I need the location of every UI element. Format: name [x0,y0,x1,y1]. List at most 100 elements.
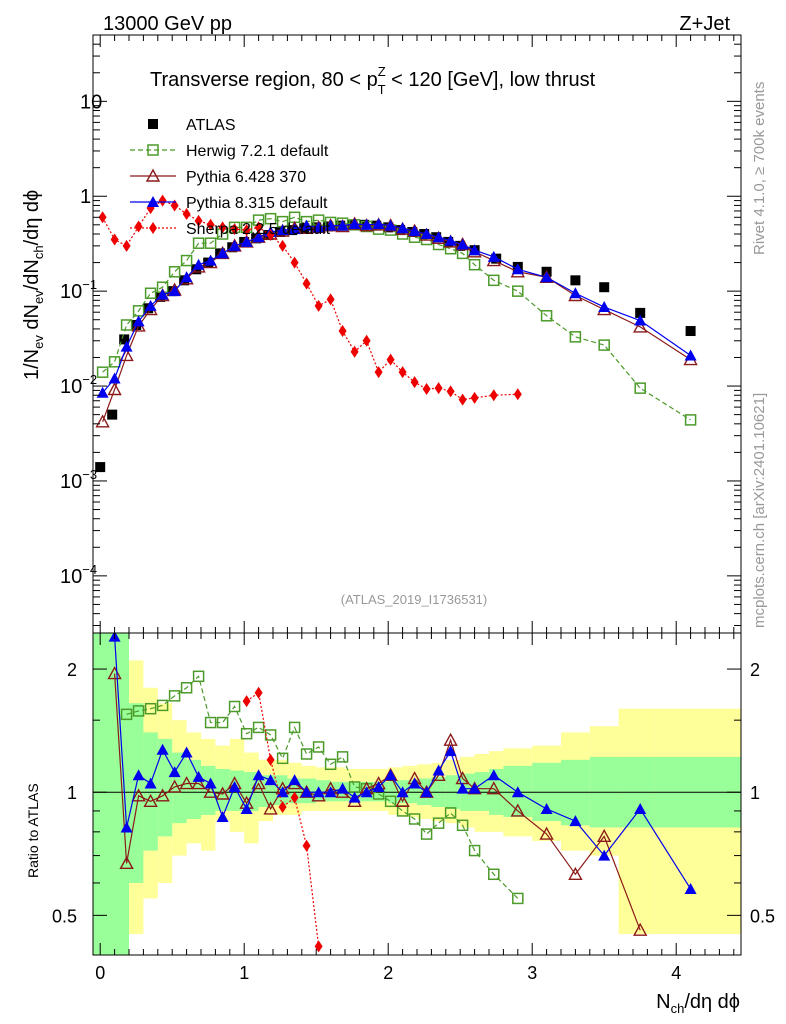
ratio-point [144,702,157,715]
data-point-mc [206,218,215,231]
data-point-mc [362,334,371,347]
data-point-mc [134,220,143,233]
data-point-mc [458,393,467,406]
ratio-point [336,782,349,794]
main-panel-series [95,194,698,473]
ratio-panel-series [107,633,697,953]
ratio-point [684,882,697,894]
data-point-mc [204,254,217,266]
ratio-point [597,828,612,843]
data-point-mc [228,239,241,251]
ratio-point [300,786,313,798]
series-line [102,199,518,401]
legend-marker [149,222,157,234]
ratio-point [486,781,501,795]
ratio-point [395,793,410,808]
ratio-point [510,803,525,817]
data-point-mc [512,285,524,297]
data-point-mc [488,274,500,287]
data-point-mc [168,285,181,297]
data-point-mc [254,221,263,234]
data-point-mc [290,256,299,269]
ratio-point [179,776,194,790]
legend-entry: Sherpa 2.2.5 default [186,221,331,238]
data-point-mc [276,224,289,236]
data-point-atlas [685,326,696,337]
ratio-point [312,786,325,798]
ratio-point [132,769,145,781]
data-point-mc [598,301,611,313]
ratio-point [408,813,421,825]
data-point-mc [110,233,119,246]
ratio-point [488,868,500,881]
ratio-point [215,786,230,800]
ratio-point [263,801,278,815]
process-label: Z+Jet [679,13,730,35]
ratio-point [420,786,433,798]
ratio-tick-label-right: 2 [750,660,760,680]
data-point-mc [633,319,648,333]
y-tick-label: 10 [80,91,102,113]
data-point-mc [598,339,610,351]
ratio-point [204,777,217,789]
ratio-point [360,786,373,798]
legend: ATLAS Herwig 7.2.1 default Pythia 6.428 37… [130,117,331,238]
ratio-point [569,815,582,827]
x-axis-label: Nch/dη dϕ [656,991,740,1016]
ratio-point [336,751,349,763]
legend-marker [145,168,161,182]
data-point-mc [180,254,193,267]
ratio-point [168,766,181,778]
data-point-mc [156,288,169,300]
ratio-point [156,699,169,712]
data-point-mc [348,217,361,229]
ratio-point [444,745,457,757]
legend-marker [147,144,159,156]
ratio-point [180,746,193,758]
data-point-mc [144,287,157,300]
y-tick-label: 10−1 [60,277,97,303]
ratio-point [420,828,433,840]
ratio-point [634,802,647,814]
legend-entry: Pythia 6.428 370 [186,169,306,186]
data-point-mc [540,310,553,322]
ratio-point [204,716,217,729]
series-line [102,223,691,423]
data-point-mc [182,207,191,220]
y-tick-label: 10−3 [60,467,97,493]
ratio-series-clipped [107,633,697,953]
ratio-point [568,866,583,880]
ratio-point [540,802,553,814]
ratio-point [254,686,263,699]
data-point-atlas [119,334,130,345]
ratio-point [240,727,253,740]
axis-ticks: 0 1 2 3 4 10−4 10−3 10−2 10−1 1 10 0.5 0.5 1 1 2 2 [52,34,775,983]
data-point-mc [434,382,443,395]
data-point-mc [168,266,181,278]
ratio-point [432,764,445,776]
data-point-mc [408,225,421,237]
data-point-mc [170,199,179,212]
ratio-point [228,780,241,792]
data-point-mc [108,372,121,384]
ratio-point [192,770,205,782]
y-axis-label-main: 1/Nev dNev/dNch/dη dϕ [21,190,46,380]
ratio-point [324,786,337,798]
data-point-mc [634,382,646,394]
data-point-mc [230,223,239,236]
data-point-mc [216,247,229,259]
data-point-mc [360,218,373,230]
data-point-mc [120,340,133,352]
data-point-atlas [95,462,106,473]
ratio-point [312,741,325,753]
x-tick-label: 3 [527,963,537,983]
data-point-mc [194,214,203,227]
data-point-mc [511,263,524,275]
ratio-point [120,708,133,721]
ratio-point [300,748,313,760]
data-point-mc [432,231,445,243]
stat-uncertainty-band [157,738,173,837]
ratio-point [276,786,289,798]
data-point-mc [634,314,647,326]
stat-uncertainty-band [143,732,158,851]
